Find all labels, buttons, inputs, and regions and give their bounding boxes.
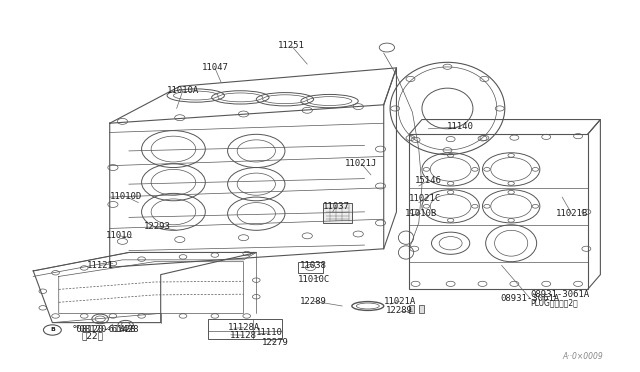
Text: 08931-3061A: 08931-3061A <box>531 290 589 299</box>
Text: 11128A: 11128A <box>227 323 260 332</box>
Bar <box>409 134 588 289</box>
Text: 11010C: 11010C <box>298 275 330 283</box>
Bar <box>209 319 282 339</box>
Text: 11110: 11110 <box>255 328 282 337</box>
Text: 11021J: 11021J <box>346 159 378 169</box>
Bar <box>298 262 323 273</box>
Text: °08120-61428: °08120-61428 <box>74 325 139 334</box>
Bar <box>409 305 414 313</box>
Text: 11128: 11128 <box>230 331 257 340</box>
Text: PLUGプラグ（2）: PLUGプラグ（2） <box>531 298 578 307</box>
Text: 11021A: 11021A <box>383 297 416 306</box>
Polygon shape <box>33 253 256 323</box>
Text: °08120-61428: °08120-61428 <box>72 325 136 334</box>
Text: 11251: 11251 <box>278 41 305 50</box>
Text: 12289: 12289 <box>386 306 413 315</box>
Text: 11010A: 11010A <box>167 86 199 94</box>
Text: 11140: 11140 <box>447 122 474 131</box>
Text: 12293: 12293 <box>144 222 171 231</box>
Text: 11047: 11047 <box>202 63 228 72</box>
Text: 11037: 11037 <box>323 202 349 211</box>
Text: 11021B: 11021B <box>556 209 588 218</box>
Text: 11010D: 11010D <box>109 192 142 201</box>
Text: 11121: 11121 <box>87 261 113 270</box>
Text: B: B <box>50 327 55 333</box>
Text: 11021C: 11021C <box>409 195 441 203</box>
Bar <box>419 305 424 313</box>
Text: 11038: 11038 <box>300 261 327 270</box>
Text: 12289: 12289 <box>300 297 327 306</box>
Text: 11010: 11010 <box>106 231 132 240</box>
Text: 11010B: 11010B <box>404 209 437 218</box>
Text: A··0×0009: A··0×0009 <box>562 352 603 361</box>
Text: 12279: 12279 <box>262 338 289 347</box>
Bar <box>323 203 352 223</box>
Text: 15146: 15146 <box>415 176 442 185</box>
Text: 08931-3061A: 08931-3061A <box>500 294 560 303</box>
Text: （22）: （22） <box>81 332 103 341</box>
